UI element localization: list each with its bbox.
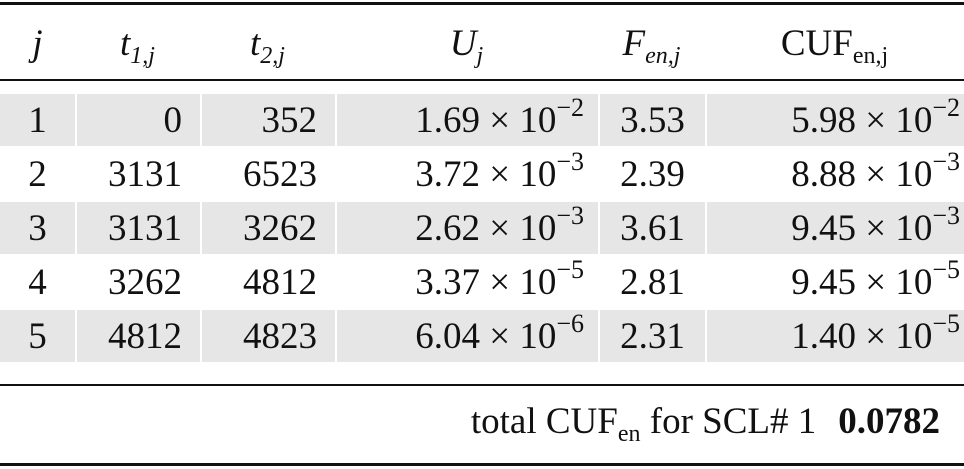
mid-rule — [0, 79, 964, 81]
cell-t1: 3131 — [75, 148, 200, 202]
total-label: total CUFen for SCL# 1 — [470, 401, 817, 447]
cell-t2: 4823 — [200, 310, 335, 364]
cell-t2: 3262 — [200, 202, 335, 256]
total-value: 0.0782 — [838, 401, 940, 442]
cell-u: 3.37 × 10−5 — [335, 256, 598, 310]
bottom-rule-1 — [0, 384, 964, 386]
cell-f: 2.39 — [598, 148, 705, 202]
cell-cuf: 5.98 × 10−2 — [705, 94, 964, 148]
cell-u: 2.62 × 10−3 — [335, 202, 598, 256]
cell-u: 1.69 × 10−2 — [335, 94, 598, 148]
top-rule — [0, 2, 964, 5]
header-t2: t2,j — [250, 22, 285, 69]
cell-f: 3.61 — [598, 202, 705, 256]
cell-j: 5 — [0, 310, 75, 364]
table-header: j t1,j t2,j Uj Fen,j CUFen,j — [0, 14, 964, 72]
cell-t2: 4812 — [200, 256, 335, 310]
cell-t2: 6523 — [200, 148, 335, 202]
cell-u: 3.72 × 10−3 — [335, 148, 598, 202]
cell-f: 3.53 — [598, 94, 705, 148]
header-u: Uj — [449, 22, 484, 69]
cell-f: 2.81 — [598, 256, 705, 310]
cell-t1: 4812 — [75, 310, 200, 364]
total-row: total CUFen for SCL# 1 0.0782 — [470, 400, 940, 447]
cell-t1: 3131 — [75, 202, 200, 256]
cell-j: 4 — [0, 256, 75, 310]
cell-t1: 3262 — [75, 256, 200, 310]
table-body: 1 0 352 1.69 × 10−2 3.53 5.98 × 10−2 2 3131 6523… — [0, 94, 964, 364]
bottom-rule-2 — [0, 463, 964, 466]
cell-j: 3 — [0, 202, 75, 256]
cell-cuf: 8.88 × 10−3 — [705, 148, 964, 202]
table-row: 5 4812 4823 6.04 × 10−6 2.31 1.40 × 10−5 — [0, 310, 964, 364]
cell-t1: 0 — [75, 94, 200, 148]
header-row: j t1,j t2,j Uj Fen,j CUFen,j — [0, 14, 964, 72]
header-t1: t1,j — [120, 22, 155, 69]
cell-cuf: 9.45 × 10−3 — [705, 202, 964, 256]
cell-j: 2 — [0, 148, 75, 202]
header-j: j — [32, 22, 43, 64]
cell-cuf: 1.40 × 10−5 — [705, 310, 964, 364]
cell-j: 1 — [0, 94, 75, 148]
header-cuf: CUFen,j — [780, 22, 889, 69]
table-row: 2 3131 6523 3.72 × 10−3 2.39 8.88 × 10−3 — [0, 148, 964, 202]
cell-u: 6.04 × 10−6 — [335, 310, 598, 364]
cell-t2: 352 — [200, 94, 335, 148]
cell-f: 2.31 — [598, 310, 705, 364]
table-row: 4 3262 4812 3.37 × 10−5 2.81 9.45 × 10−5 — [0, 256, 964, 310]
cell-cuf: 9.45 × 10−5 — [705, 256, 964, 310]
header-f: Fen,j — [622, 22, 681, 69]
table-row: 3 3131 3262 2.62 × 10−3 3.61 9.45 × 10−3 — [0, 202, 964, 256]
table-row: 1 0 352 1.69 × 10−2 3.53 5.98 × 10−2 — [0, 94, 964, 148]
